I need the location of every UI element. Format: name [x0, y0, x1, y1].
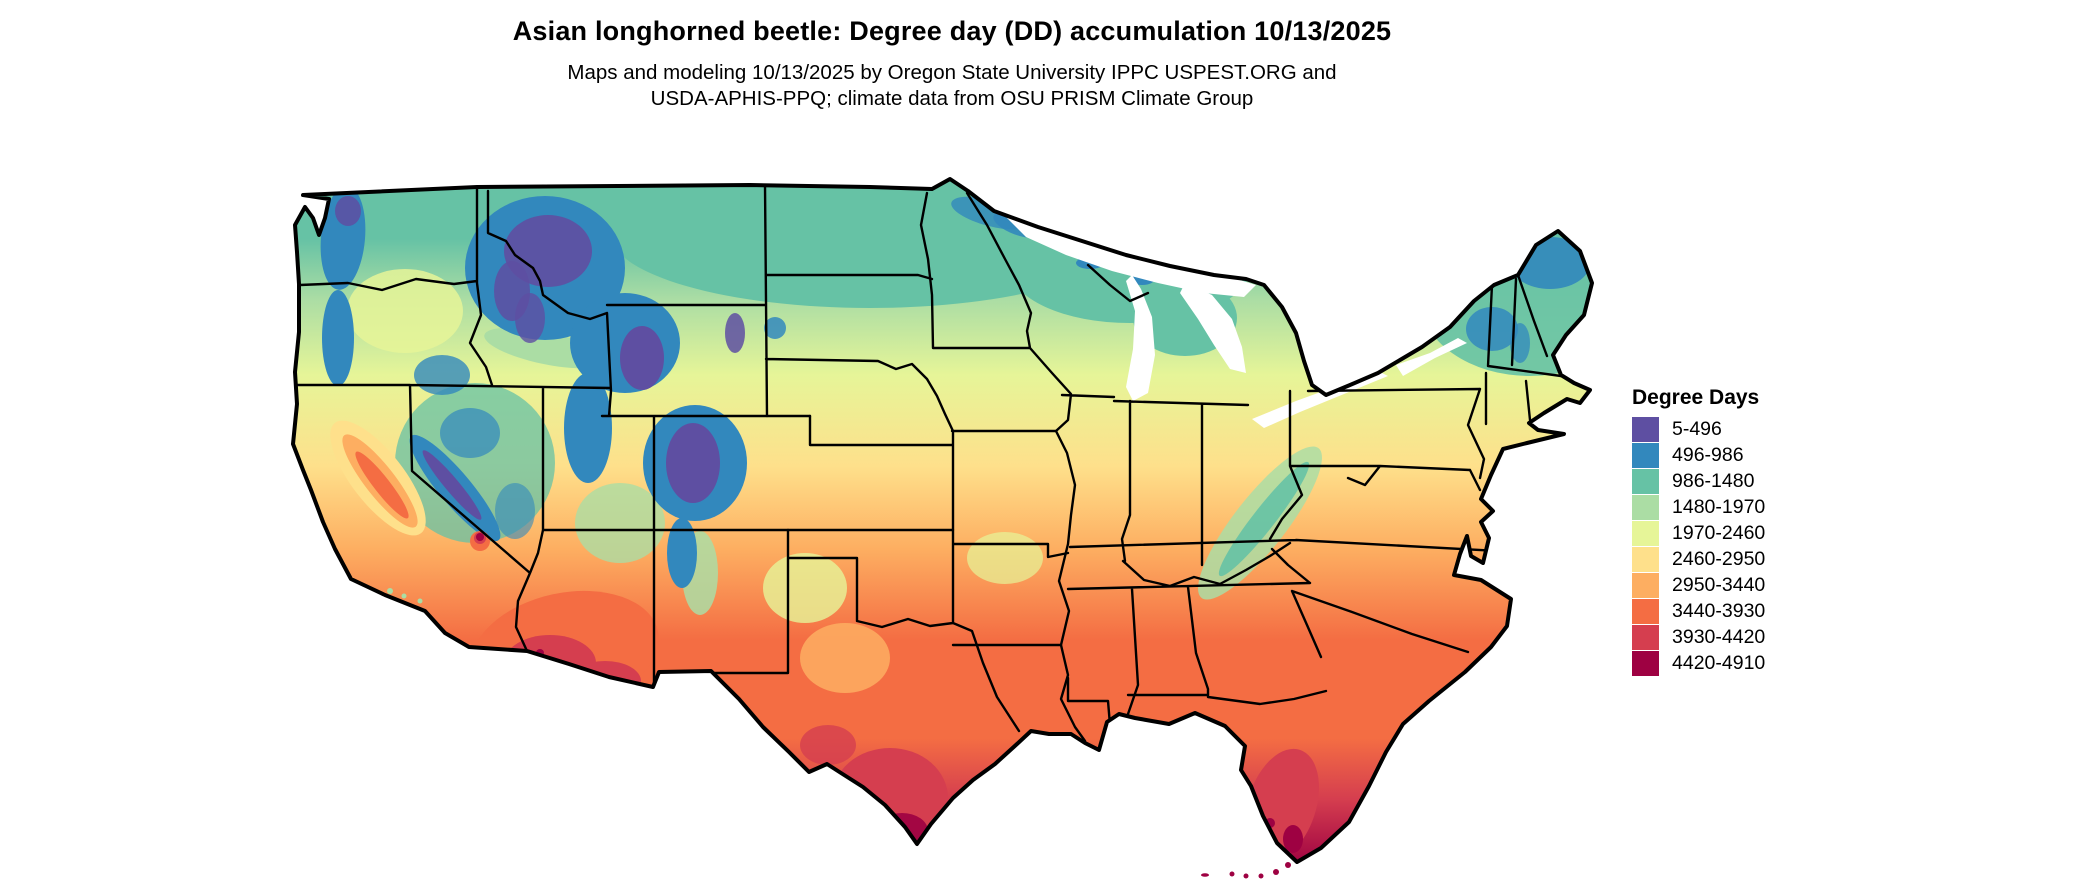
legend-entry: 1970-2460: [1632, 521, 1765, 546]
legend-color-swatch: [1632, 547, 1659, 572]
legend-entry: 2460-2950: [1632, 547, 1765, 572]
legend-color-swatch: [1632, 417, 1659, 442]
legend-entry-label: 2950-3440: [1672, 574, 1766, 596]
legend-entry: 1480-1970: [1632, 495, 1765, 520]
legend-entry: 5-496: [1632, 417, 1765, 442]
legend-entry-label: 496-986: [1672, 444, 1744, 466]
legend-color-swatch: [1632, 599, 1659, 624]
legend-entry: 2950-3440: [1632, 573, 1765, 598]
legend-entry-label: 4420-4910: [1672, 652, 1766, 674]
map-subtitle: Maps and modeling 10/13/2025 by Oregon S…: [0, 60, 1904, 112]
legend-entry: 496-986: [1632, 443, 1765, 468]
legend-color-swatch: [1632, 573, 1659, 598]
legend-title: Degree Days: [1632, 386, 1760, 409]
legend-entry-label: 1480-1970: [1672, 496, 1766, 518]
lake-huron: [1180, 283, 1246, 373]
lake-ontario: [1396, 338, 1467, 376]
legend-entry-label: 2460-2950: [1672, 548, 1766, 570]
lake-michigan: [1126, 275, 1155, 401]
us-outline: [291, 177, 1594, 864]
state-borders: [293, 183, 1563, 743]
legend-entry: 3930-4420: [1632, 625, 1765, 650]
legend-color-swatch: [1632, 469, 1659, 494]
us-degree-day-map: [291, 177, 1594, 879]
map-subtitle-line1: Maps and modeling 10/13/2025 by Oregon S…: [567, 61, 1337, 84]
map-subtitle-line2: USDA-APHIS-PPQ; climate data from OSU PR…: [650, 87, 1254, 110]
legend-entry: 986-1480: [1632, 469, 1765, 494]
degree-day-raster: [293, 179, 1592, 862]
legend-entry: 4420-4910: [1632, 651, 1765, 676]
florida-keys: [1201, 862, 1291, 879]
degree-days-legend: Degree Days 5-496 496-986 986-1480 1480-…: [1632, 386, 1765, 677]
legend-entry-label: 3930-4420: [1672, 626, 1766, 648]
legend-entry-label: 5-496: [1672, 418, 1722, 440]
map-title: Asian longhorned beetle: Degree day (DD)…: [512, 16, 1392, 46]
legend-entry-label: 1970-2460: [1672, 522, 1766, 544]
legend-entry-label: 986-1480: [1672, 470, 1755, 492]
legend-color-swatch: [1632, 443, 1659, 468]
raster-purple-highelevation-regions: [335, 196, 745, 520]
legend-entry: 3440-3930: [1632, 599, 1765, 624]
appalachian-cool-band-inner: [1218, 461, 1310, 577]
legend-color-swatch: [1632, 625, 1659, 650]
legend-color-swatch: [1632, 495, 1659, 520]
legend-color-swatch: [1632, 521, 1659, 546]
channel-islands: [387, 588, 423, 604]
legend-entry-label: 3440-3930: [1672, 600, 1766, 622]
legend-color-swatch: [1632, 651, 1659, 676]
